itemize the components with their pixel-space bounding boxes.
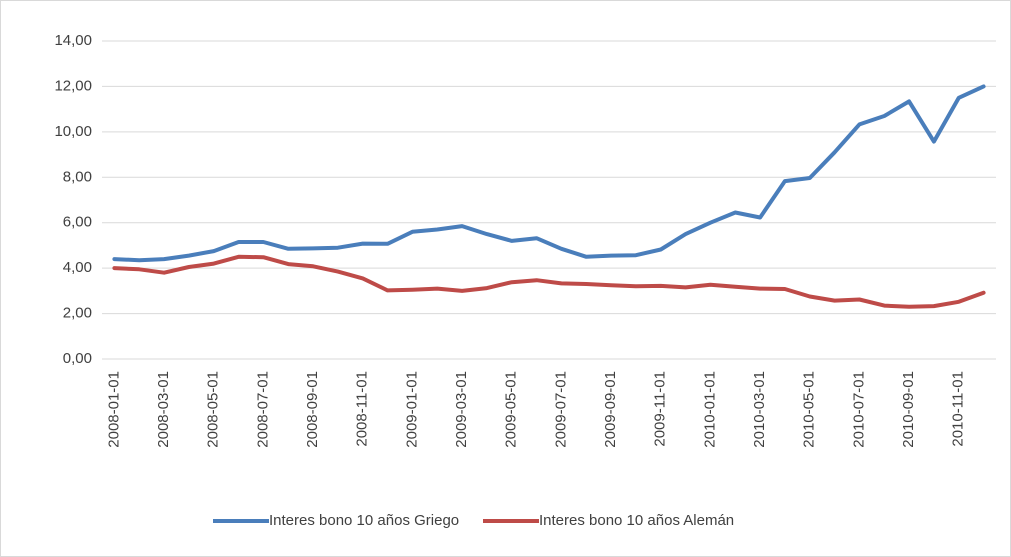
x-tick-label: 2009-09-01 bbox=[602, 371, 619, 448]
y-tick-label: 12,00 bbox=[54, 77, 92, 94]
series-line bbox=[112, 254, 986, 309]
x-tick-label: 2010-11-01 bbox=[950, 371, 967, 447]
x-tick-label: 2008-09-01 bbox=[304, 371, 321, 448]
y-tick-label: 2,00 bbox=[63, 305, 92, 322]
x-tick-label: 2010-03-01 bbox=[751, 371, 768, 448]
x-tick-label: 2008-07-01 bbox=[254, 371, 271, 448]
x-tick-label: 2009-01-01 bbox=[403, 371, 420, 448]
y-tick-label: 14,00 bbox=[54, 32, 92, 49]
series-line bbox=[112, 84, 986, 263]
y-tick-label: 8,00 bbox=[63, 168, 92, 185]
x-tick-label: 2008-01-01 bbox=[105, 371, 122, 448]
x-tick-label: 2009-03-01 bbox=[453, 371, 470, 448]
y-tick-label: 0,00 bbox=[63, 350, 92, 367]
x-tick-label: 2010-05-01 bbox=[801, 371, 818, 448]
x-tick-label: 2008-05-01 bbox=[205, 371, 222, 448]
x-tick-label: 2008-03-01 bbox=[155, 371, 172, 448]
x-tick-label: 2010-07-01 bbox=[850, 371, 867, 448]
legend-label: Interes bono 10 años Griego bbox=[269, 512, 459, 529]
x-tick-label: 2009-07-01 bbox=[552, 371, 569, 448]
y-tick-label: 6,00 bbox=[63, 214, 92, 231]
x-tick-label: 2008-11-01 bbox=[354, 371, 371, 447]
y-tick-label: 4,00 bbox=[63, 259, 92, 276]
x-tick-label: 2009-11-01 bbox=[652, 371, 669, 447]
y-tick-label: 10,00 bbox=[54, 123, 92, 140]
legend-label: Interes bono 10 años Alemán bbox=[539, 512, 734, 529]
x-tick-label: 2010-01-01 bbox=[701, 371, 718, 448]
x-tick-label: 2010-09-01 bbox=[900, 371, 917, 448]
x-tick-label: 2009-05-01 bbox=[503, 371, 520, 448]
